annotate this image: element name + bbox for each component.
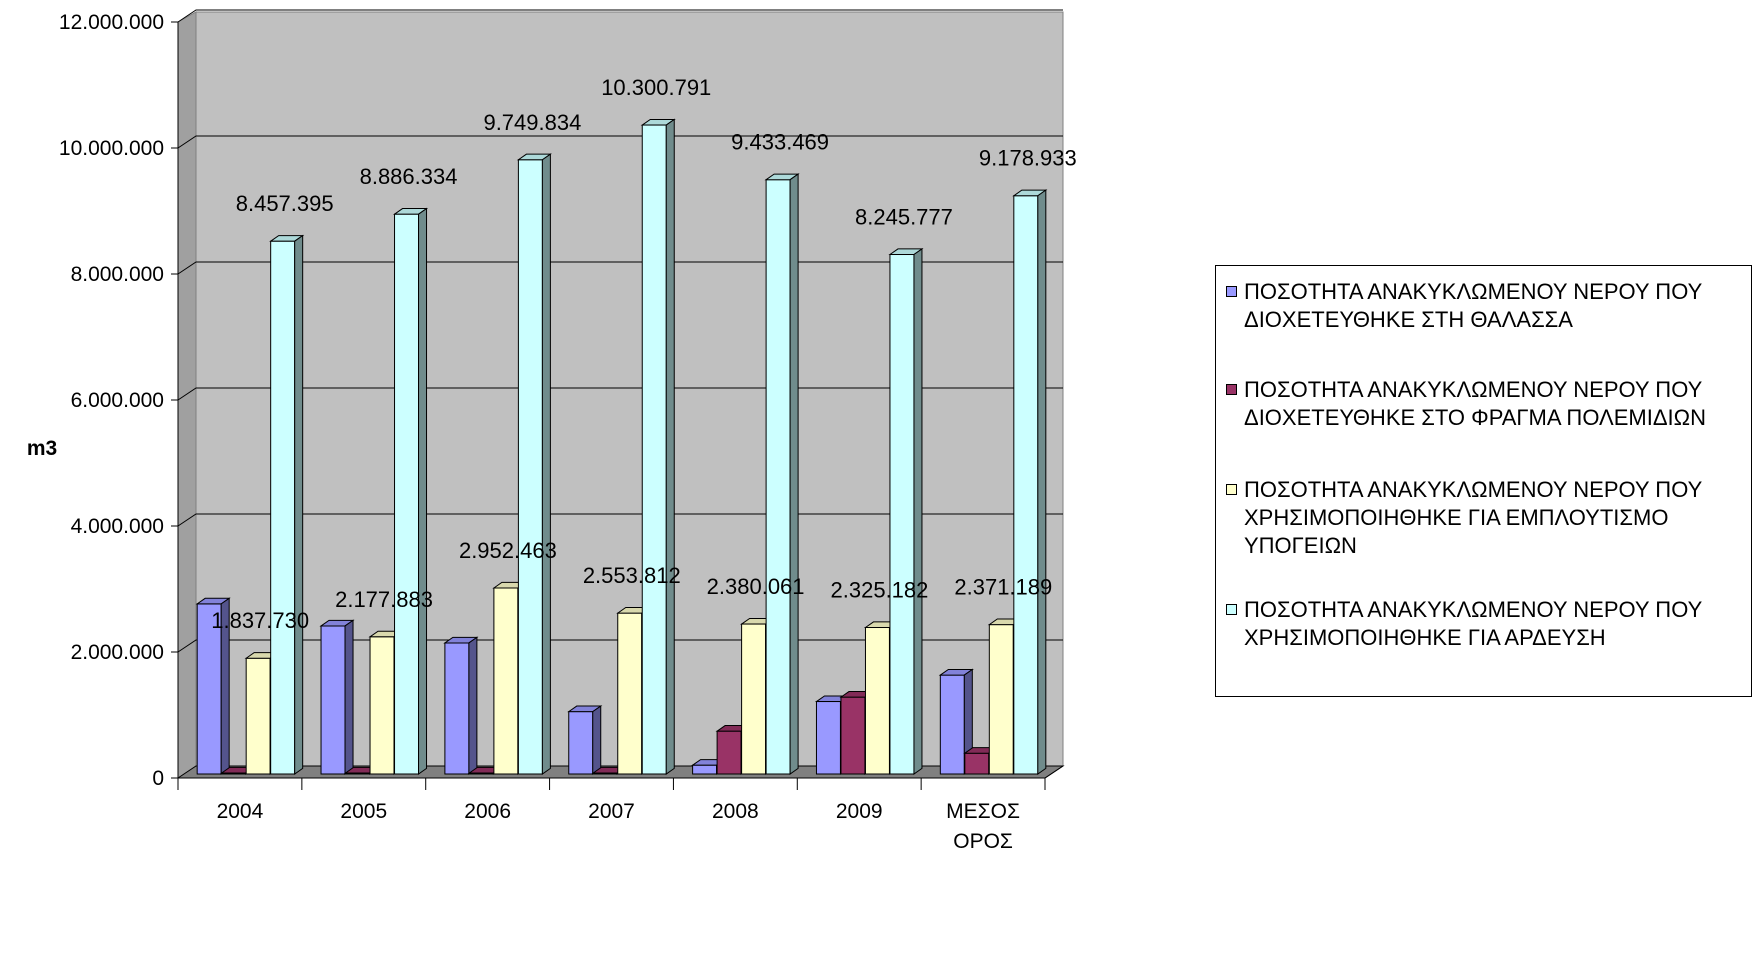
bar <box>938 668 974 775</box>
bar-side <box>665 118 675 775</box>
data-label: 8.245.777 <box>855 205 953 230</box>
bar-front <box>369 636 395 775</box>
legend-item: ΠΟΣΟΤΗΤΑ ΑΝΑΚΥΚΛΩΜΕΝΟΥ ΝΕΡΟΥ ΠΟΥ ΧΡΗΣΙΜΟ… <box>1226 596 1746 652</box>
x-tick-label: 2007 <box>588 800 635 823</box>
x-tick-label: 2005 <box>340 800 387 823</box>
bar-front <box>517 159 543 775</box>
bar-side <box>468 636 478 775</box>
legend-label: ΠΟΣΟΤΗΤΑ ΑΝΑΚΥΚΛΩΜΕΝΟΥ ΝΕΡΟΥ ΠΟΥ ΔΙΟΧΕΤΕ… <box>1244 377 1706 430</box>
x-tick-label: ΟΡΟΣ <box>953 830 1013 853</box>
bar-side <box>344 619 354 775</box>
bar-front <box>493 587 519 775</box>
side-wall <box>177 11 197 779</box>
bar-front <box>964 752 990 775</box>
legend-swatch <box>1226 604 1237 615</box>
data-label: 8.457.395 <box>236 191 334 216</box>
legend-item: ΠΟΣΟΤΗΤΑ ΑΝΑΚΥΚΛΩΜΕΝΟΥ ΝΕΡΟΥ ΠΟΥ ΔΙΟΧΕΤΕ… <box>1226 278 1746 334</box>
data-label: 10.300.791 <box>601 75 711 100</box>
legend-label: ΠΟΣΟΤΗΤΑ ΑΝΑΚΥΚΛΩΜΕΝΟΥ ΝΕΡΟΥ ΠΟΥ ΧΡΗΣΙΜΟ… <box>1244 477 1702 558</box>
legend-item: ΠΟΣΟΤΗΤΑ ΑΝΑΚΥΚΛΩΜΕΝΟΥ ΝΕΡΟΥ ΠΟΥ ΧΡΗΣΙΜΟ… <box>1226 476 1746 560</box>
data-label: 2.177.883 <box>335 587 433 612</box>
bar-front <box>568 711 594 775</box>
y-tick-label: 6.000.000 <box>71 389 164 412</box>
x-tick-label: 2004 <box>217 800 264 823</box>
data-label: 9.178.933 <box>979 146 1077 171</box>
bar-front <box>889 254 915 775</box>
y-tick-label: 12.000.000 <box>59 11 164 34</box>
bar <box>392 207 429 775</box>
floor-edge <box>1044 765 1064 779</box>
bar-side <box>1037 189 1047 775</box>
bar-front <box>716 730 742 775</box>
bar-front <box>939 674 965 775</box>
y-tick-label: 4.000.000 <box>71 515 164 538</box>
bar-front <box>320 625 346 775</box>
y-axis-label: m3 <box>27 437 57 460</box>
data-label: 2.371.189 <box>954 575 1052 600</box>
chart-axes: 0 2.000.000 4.000.000 6.000.000 8.000.000 10.… <box>59 11 1064 853</box>
x-tick-label: ΜΕΣΟΣ <box>946 800 1020 823</box>
data-label: 9.749.834 <box>483 110 581 135</box>
data-label: 2.380.061 <box>707 574 805 599</box>
bar-front <box>444 642 470 775</box>
bar-side <box>418 207 428 775</box>
bar-side <box>913 247 923 775</box>
legend-swatch <box>1226 286 1237 297</box>
bar <box>1012 189 1048 775</box>
bar-side <box>592 705 602 775</box>
legend-label: ΠΟΣΟΤΗΤΑ ΑΝΑΚΥΚΛΩΜΕΝΟΥ ΝΕΡΟΥ ΠΟΥ ΧΡΗΣΙΜΟ… <box>1244 597 1702 650</box>
data-label: 2.952.463 <box>459 538 557 563</box>
bar-front <box>394 213 420 775</box>
bar-front <box>245 657 271 775</box>
gridline <box>177 135 1063 149</box>
bar-front <box>641 124 667 775</box>
legend-swatch <box>1226 484 1237 495</box>
bar-front <box>1013 195 1039 775</box>
x-tick-label: 2008 <box>712 800 759 823</box>
bar-front <box>840 696 866 775</box>
data-label: 2.553.812 <box>583 563 681 588</box>
data-label: 1.837.730 <box>211 608 309 633</box>
bar <box>888 247 924 775</box>
y-tick-label: 10.000.000 <box>59 137 164 160</box>
legend-label: ΠΟΣΟΤΗΤΑ ΑΝΑΚΥΚΛΩΜΕΝΟΥ ΝΕΡΟΥ ΠΟΥ ΔΙΟΧΕΤΕ… <box>1244 279 1702 332</box>
chart-data-labels: 1.837.730 8.457.395 2.177.883 8.886.334 2.95… <box>211 75 1077 633</box>
x-tick-label: 2006 <box>464 800 511 823</box>
legend-item: ΠΟΣΟΤΗΤΑ ΑΝΑΚΥΚΛΩΜΕΝΟΥ ΝΕΡΟΥ ΠΟΥ ΔΙΟΧΕΤΕ… <box>1226 376 1746 432</box>
bar <box>269 234 305 775</box>
chart-legend: ΠΟΣΟΤΗΤΑ ΑΝΑΚΥΚΛΩΜΕΝΟΥ ΝΕΡΟΥ ΠΟΥ ΔΙΟΧΕΤΕ… <box>1215 265 1752 697</box>
bar-front <box>864 627 890 775</box>
bar-side <box>541 153 551 775</box>
bar <box>319 619 355 775</box>
bar <box>443 636 479 775</box>
y-tick-label: 8.000.000 <box>71 263 164 286</box>
bar-front <box>741 623 767 775</box>
legend-swatch <box>1226 384 1237 395</box>
x-tick-label: 2009 <box>836 800 883 823</box>
data-label: 2.325.182 <box>831 578 929 603</box>
bar-front <box>617 612 643 775</box>
y-tick-label: 2.000.000 <box>71 641 164 664</box>
data-label: 8.886.334 <box>360 164 458 189</box>
bar-side <box>789 173 799 775</box>
bar-front <box>988 624 1014 775</box>
bar <box>195 597 231 775</box>
bar <box>567 705 603 775</box>
bar-side <box>294 234 304 775</box>
bar-front <box>270 240 296 775</box>
bar <box>764 173 800 775</box>
bar <box>640 118 676 775</box>
bar-front <box>765 179 791 775</box>
bar-front <box>692 764 718 775</box>
bar-front <box>815 701 841 775</box>
y-tick-label: 0 <box>152 767 164 790</box>
data-label: 9.433.469 <box>731 130 829 155</box>
bar <box>516 153 552 775</box>
gridline <box>177 9 1063 23</box>
chart-bars <box>195 118 1048 775</box>
